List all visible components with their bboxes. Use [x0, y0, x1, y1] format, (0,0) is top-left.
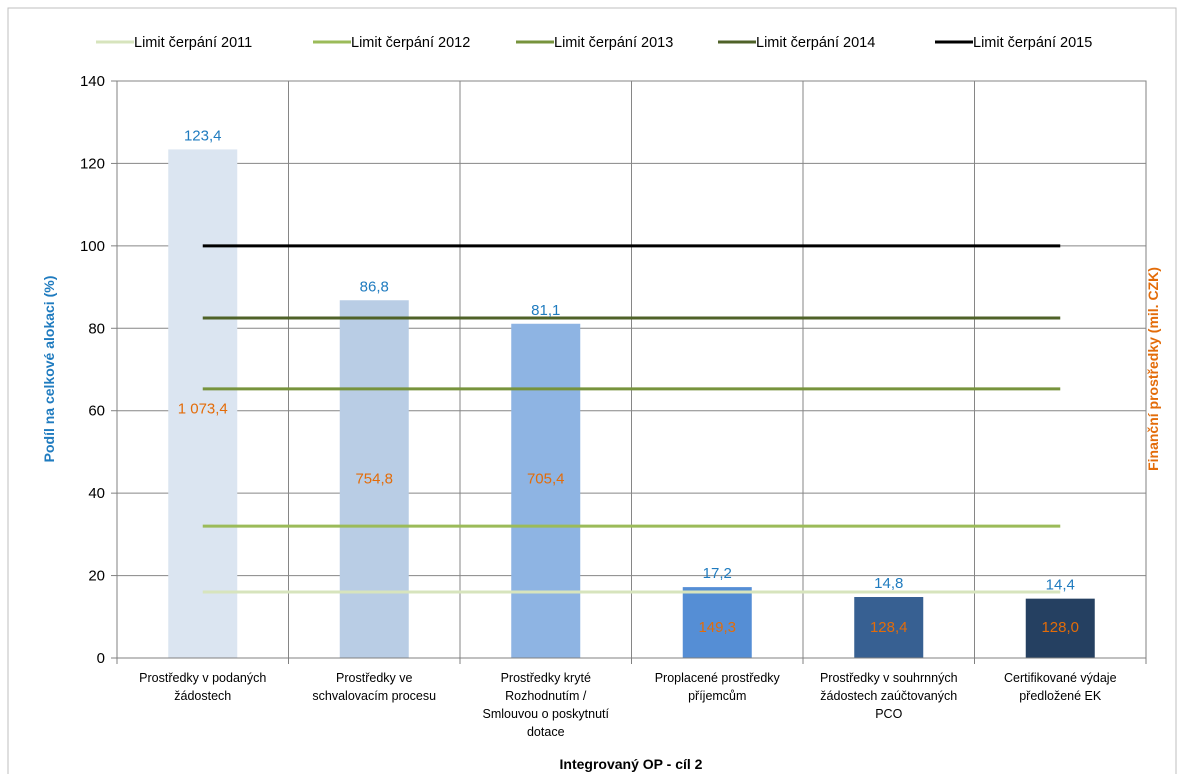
y-tick-label: 60 [88, 403, 105, 420]
y-tick-label: 40 [88, 485, 105, 502]
bar [511, 323, 581, 658]
value-label: 81,1 [531, 302, 560, 319]
y-tick-label: 140 [80, 73, 105, 90]
secondary-value-label: 128,0 [1041, 619, 1079, 636]
x-tick-label: Certifikované výdaje předložené EK [1004, 671, 1117, 703]
secondary-value-label: 705,4 [527, 471, 565, 488]
bar [682, 587, 752, 658]
x-tick-label: Prostředky kryté Rozhodnutím / Smlouvou o … [483, 671, 610, 739]
x-axis-title: Integrovaný OP - cíl 2 [560, 756, 703, 772]
y-tick-label: 20 [88, 568, 105, 585]
bar [168, 149, 238, 658]
x-tick-label: Prostředky v souhrnných žádostech zaúčtov… [820, 671, 958, 721]
bar [339, 300, 409, 658]
secondary-value-label: 1 073,4 [178, 401, 228, 418]
value-label: 123,4 [184, 127, 222, 144]
x-tick-label: Proplacené prostředky příjemcům [655, 671, 781, 703]
secondary-value-label: 754,8 [355, 471, 393, 488]
value-label: 86,8 [360, 278, 389, 295]
y-axis-title: Podíl na celkové alokaci (%) [41, 276, 57, 463]
value-label: 17,2 [703, 565, 732, 582]
x-axis: Prostředky v podaných žádostech Prostředky… [116, 657, 1147, 739]
bar [854, 597, 924, 658]
bars [168, 149, 1095, 658]
y2-axis-title: Finanční prostředky (mil. CZK) [1145, 267, 1161, 471]
y-tick-label: 100 [80, 238, 105, 255]
y-tick-label: 120 [80, 155, 105, 172]
legend-label: Limit čerpání 2014 [756, 35, 875, 51]
bar [1025, 598, 1095, 658]
secondary-value-label: 128,4 [870, 619, 908, 636]
y-axis: 0 20 40 60 80 100 120 140 [80, 73, 118, 667]
x-tick-label: Prostředky ve schvalovacím procesu [312, 671, 436, 703]
legend-label: Limit čerpání 2011 [134, 35, 252, 51]
legend-label: Limit čerpání 2013 [554, 35, 673, 51]
x-tick-label: Prostředky v podaných žádostech [139, 671, 266, 703]
y-tick-label: 80 [88, 320, 105, 337]
value-label: 14,8 [874, 575, 903, 592]
legend: Limit čerpání 2011 Limit čerpání 2012 Limi… [96, 35, 1092, 51]
secondary-value-label: 149,3 [698, 619, 736, 636]
legend-label: Limit čerpání 2012 [351, 35, 470, 51]
y-tick-label: 0 [97, 650, 105, 667]
data-labels: 123,4 1 073,4 86,8 754,8 81,1 705,4 17,2 149,3 1… [178, 127, 1079, 636]
value-label: 14,4 [1046, 577, 1075, 594]
legend-label: Limit čerpání 2015 [973, 35, 1092, 51]
limit-lines [202, 244, 1061, 594]
